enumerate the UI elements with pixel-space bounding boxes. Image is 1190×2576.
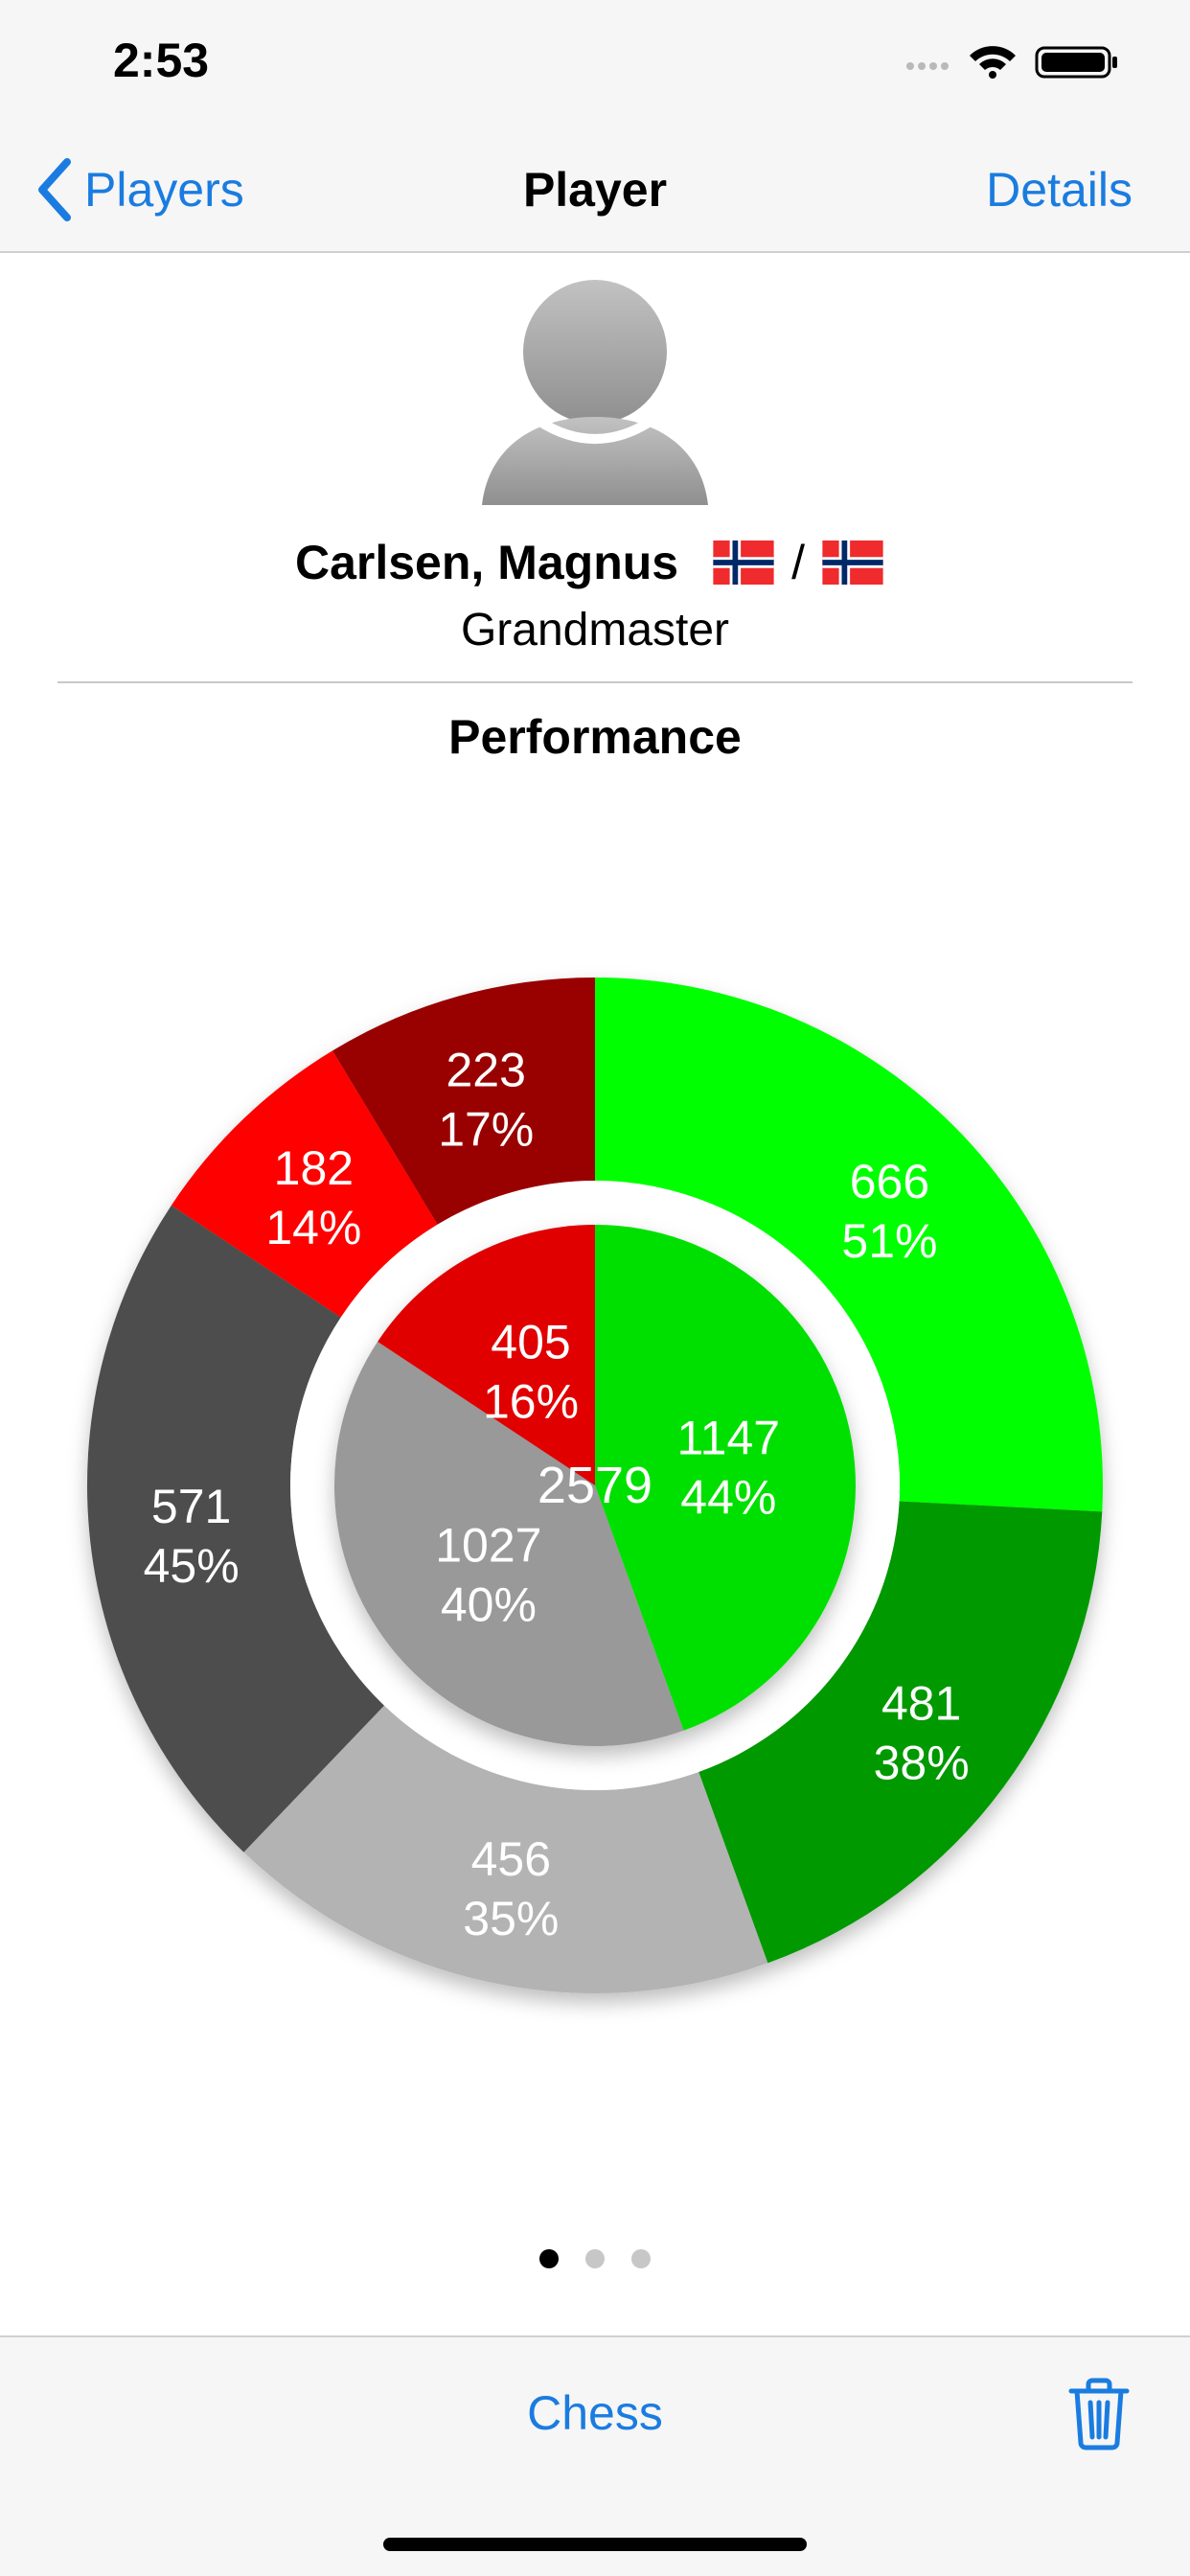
outer-segment-label-1: 481 38% — [874, 1676, 970, 1789]
page-dot[interactable] — [539, 2249, 559, 2268]
outer-segment-4[interactable] — [171, 1050, 438, 1318]
page-dot[interactable] — [631, 2249, 651, 2268]
status-icons — [906, 46, 1117, 79]
page-title: Player — [522, 163, 668, 217]
wifi-icon — [970, 46, 1016, 79]
status-bar: 2:53 — [0, 0, 1190, 129]
player-name-line: Carlsen, Magnus / — [0, 535, 1190, 590]
outer-segment-1[interactable] — [698, 1501, 1103, 1964]
outer-segment-5[interactable] — [332, 978, 595, 1225]
avatar-placeholder-icon — [482, 280, 708, 505]
outer-segment-2[interactable] — [243, 1705, 768, 1993]
battery-icon — [1035, 46, 1117, 79]
flag-separator: / — [791, 536, 805, 589]
inner-segment-2[interactable] — [378, 1225, 595, 1485]
player-title: Grandmaster — [460, 605, 730, 656]
norway-flag-icon — [822, 540, 883, 585]
inner-segment-label-1: 1027 40% — [435, 1518, 541, 1631]
details-button[interactable]: Details — [986, 163, 1133, 217]
page-dot[interactable] — [585, 2249, 605, 2268]
inner-segment-0[interactable] — [595, 1225, 857, 1731]
outer-segment-label-5: 223 17% — [438, 1044, 534, 1157]
trash-icon[interactable] — [1067, 2378, 1131, 2450]
inner-segment-label-2: 405 16% — [483, 1315, 579, 1428]
performance-donut-chart[interactable]: 1147 44% 1027 40% 405 16% 666 51% 481 38% 456 35% 57… — [0, 939, 1190, 2051]
back-button-label: Players — [84, 163, 244, 217]
navigation-bar: Players Player Details — [0, 129, 1190, 253]
cellular-signal-icon — [906, 62, 949, 70]
section-title: Performance — [448, 710, 742, 764]
bottom-toolbar: Chess — [0, 2335, 1190, 2576]
outer-segment-label-0: 666 51% — [841, 1155, 937, 1268]
outer-segment-0[interactable] — [595, 978, 1103, 1512]
inner-segment-label-0: 1147 44% — [677, 1412, 781, 1525]
player-name: Carlsen, Magnus — [294, 536, 679, 589]
inner-segment-1[interactable] — [333, 1342, 684, 1746]
outer-segment-label-3: 571 45% — [144, 1480, 240, 1593]
outer-segment-3[interactable] — [86, 1205, 385, 1852]
home-indicator — [383, 2538, 807, 2551]
back-button[interactable]: Players — [34, 156, 244, 223]
page-indicator[interactable] — [0, 2249, 1190, 2268]
outer-segment-label-2: 456 35% — [463, 1832, 559, 1945]
chevron-left-icon — [38, 158, 71, 221]
divider — [57, 681, 1133, 683]
status-time: 2:53 — [113, 34, 210, 87]
norway-flag-icon — [713, 540, 774, 585]
outer-segment-label-4: 182 14% — [265, 1141, 361, 1254]
chess-button[interactable]: Chess — [527, 2386, 663, 2440]
chart-total-label: 2579 — [538, 1457, 652, 1514]
